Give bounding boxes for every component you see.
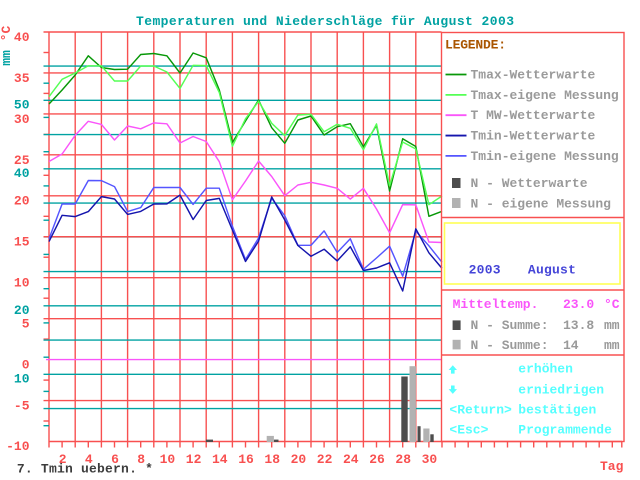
svg-text:15: 15 xyxy=(14,235,30,250)
svg-text:2003: 2003 xyxy=(469,263,501,278)
svg-text:Tag: Tag xyxy=(600,459,624,474)
svg-text:Tmin-eigene Messung: Tmin-eigene Messung xyxy=(471,149,619,164)
svg-text:°C: °C xyxy=(0,26,14,42)
svg-text:mm: mm xyxy=(0,50,14,66)
svg-text:5: 5 xyxy=(22,317,30,332)
svg-text:Temperaturen und Niederschläge: Temperaturen und Niederschläge für Augus… xyxy=(136,14,514,29)
svg-text:35: 35 xyxy=(14,71,30,86)
svg-text:20: 20 xyxy=(14,194,30,209)
svg-text:mm: mm xyxy=(604,318,620,333)
svg-text:Programmende: Programmende xyxy=(518,423,612,438)
svg-text:23.0: 23.0 xyxy=(563,297,594,312)
svg-text:<Esc>: <Esc> xyxy=(449,423,488,438)
svg-text:N - eigene Messung: N - eigene Messung xyxy=(471,196,612,211)
svg-text:Mitteltemp.: Mitteltemp. xyxy=(453,297,539,312)
svg-text:10: 10 xyxy=(14,372,30,387)
svg-text:10: 10 xyxy=(14,276,30,291)
svg-text:erniedrigen: erniedrigen xyxy=(518,382,604,397)
svg-text:8: 8 xyxy=(137,452,145,467)
svg-text:30: 30 xyxy=(422,452,438,467)
svg-text:N - Summe:: N - Summe: xyxy=(471,338,549,353)
svg-text:20: 20 xyxy=(14,303,30,318)
svg-text:4: 4 xyxy=(85,452,93,467)
svg-text:14: 14 xyxy=(563,338,579,353)
svg-text:25: 25 xyxy=(14,153,30,168)
svg-text:18: 18 xyxy=(264,452,280,467)
svg-text:2: 2 xyxy=(59,452,67,467)
svg-text:-10: -10 xyxy=(6,439,30,454)
svg-text:40: 40 xyxy=(14,166,30,181)
svg-text:<Return>: <Return> xyxy=(449,403,512,418)
svg-text:Tmax-Wetterwarte: Tmax-Wetterwarte xyxy=(471,68,596,83)
svg-text:LEGENDE:: LEGENDE: xyxy=(445,38,506,53)
svg-text:N - Wetterwarte: N - Wetterwarte xyxy=(471,176,588,191)
svg-text:Tmin-Wetterwarte: Tmin-Wetterwarte xyxy=(471,129,596,144)
svg-text:12: 12 xyxy=(186,452,202,467)
svg-text:50: 50 xyxy=(14,98,30,113)
svg-text:7. Tmin uebern. *: 7. Tmin uebern. * xyxy=(17,462,153,477)
svg-text:-5: -5 xyxy=(14,398,30,413)
svg-text:Tmax-eigene Messung: Tmax-eigene Messung xyxy=(471,88,619,103)
svg-text:N - Summe:: N - Summe: xyxy=(471,318,549,333)
svg-text:T MW-Wetterwarte: T MW-Wetterwarte xyxy=(471,108,596,123)
svg-text:40: 40 xyxy=(14,30,30,45)
svg-text:30: 30 xyxy=(14,112,30,127)
svg-text:erhöhen: erhöhen xyxy=(518,362,573,377)
svg-text:24: 24 xyxy=(343,452,359,467)
svg-text:20: 20 xyxy=(291,452,307,467)
svg-text:10: 10 xyxy=(160,452,176,467)
svg-text:August: August xyxy=(528,263,576,278)
svg-text:13.8: 13.8 xyxy=(563,318,594,333)
svg-text:bestätigen: bestätigen xyxy=(518,403,596,418)
svg-text:0: 0 xyxy=(22,357,30,372)
svg-text:6: 6 xyxy=(111,452,119,467)
svg-text:22: 22 xyxy=(317,452,333,467)
svg-text:28: 28 xyxy=(395,452,411,467)
svg-text:14: 14 xyxy=(212,452,228,467)
svg-text:mm: mm xyxy=(604,338,620,353)
svg-text:26: 26 xyxy=(369,452,385,467)
svg-text:°C: °C xyxy=(604,297,620,312)
svg-text:16: 16 xyxy=(238,452,254,467)
